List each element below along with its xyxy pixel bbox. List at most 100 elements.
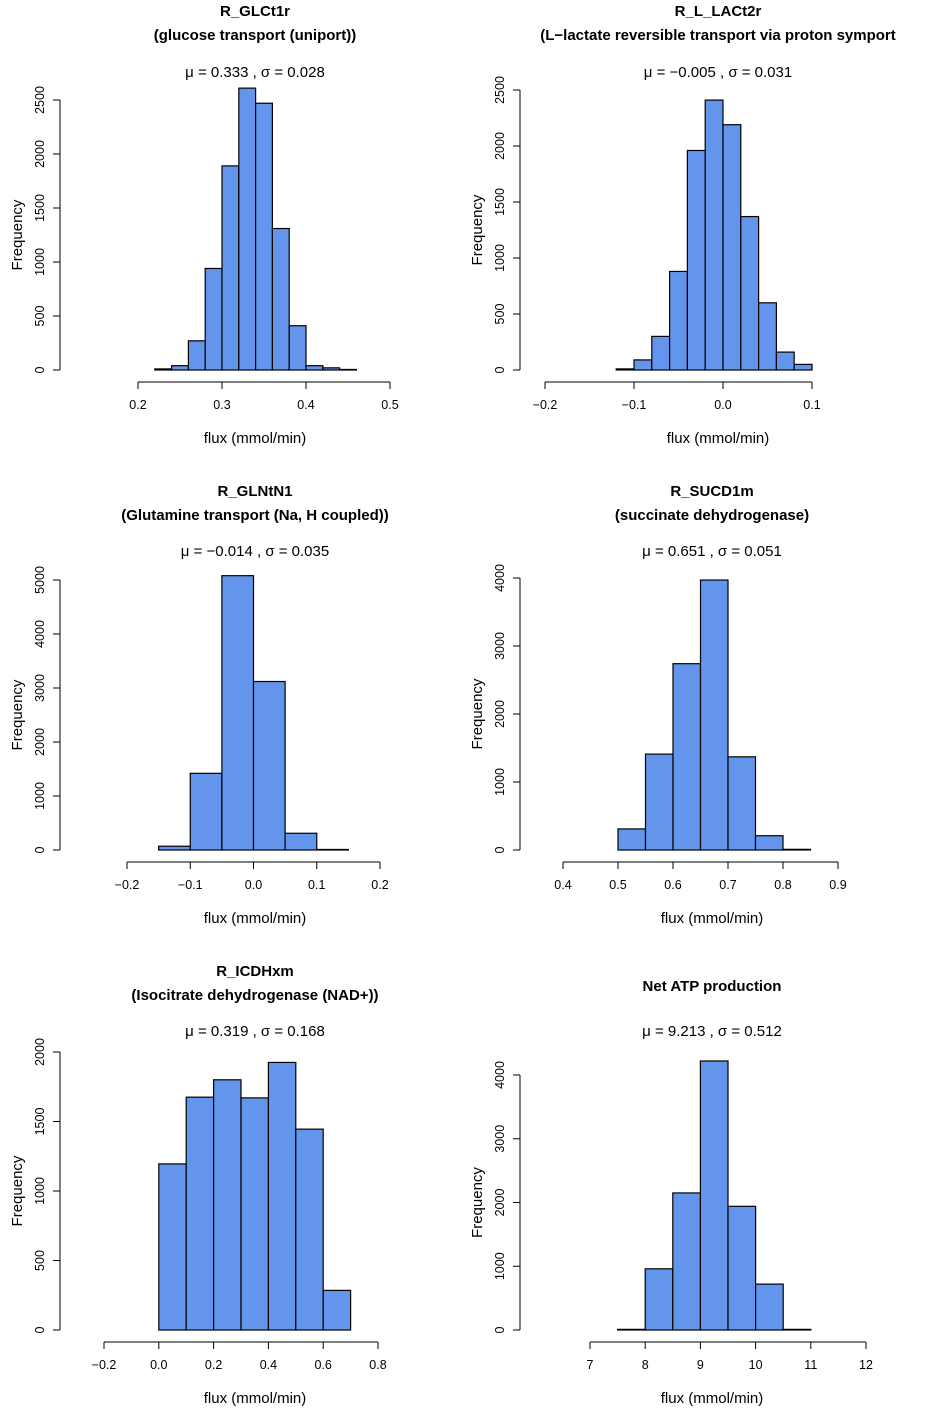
y-tick-label: 500	[33, 306, 47, 327]
x-tick-label: 11	[804, 1358, 817, 1372]
histogram-bar	[316, 848, 349, 851]
y-tick-label: 0	[493, 366, 507, 373]
y-tick-label: 1000	[33, 1177, 47, 1205]
x-tick-label: 0.3	[213, 398, 230, 412]
histogram-bar	[271, 227, 290, 371]
stats-label: μ = 0.319 , σ = 0.168	[185, 1023, 325, 1040]
histogram-bar	[757, 302, 777, 371]
histogram-bar	[322, 367, 341, 371]
x-tick-label: 0.6	[664, 878, 681, 892]
histogram-bar	[775, 351, 795, 371]
x-axis-label: flux (mmol/min)	[667, 430, 770, 447]
histogram-bar	[189, 772, 223, 851]
y-tick-label: 2000	[33, 1038, 47, 1066]
histogram-bar	[616, 1328, 646, 1331]
x-tick-label: −0.2	[115, 878, 140, 892]
histogram-bar	[187, 340, 206, 371]
histogram-bar	[185, 1096, 215, 1331]
y-tick-label: 3000	[33, 674, 47, 702]
histogram-bar	[704, 99, 724, 371]
chart-title: R_L_LACt2r	[675, 3, 762, 20]
x-tick-label: 0.2	[129, 398, 146, 412]
y-tick-label: 3000	[493, 632, 507, 660]
x-axis-label: flux (mmol/min)	[204, 430, 307, 447]
y-tick-label: 2000	[33, 728, 47, 756]
x-tick-label: −0.1	[178, 878, 203, 892]
histogram-bar	[672, 663, 702, 851]
y-tick-label: 3000	[493, 1125, 507, 1153]
chart-subtitle: (L−lactate reversible transport via prot…	[540, 27, 896, 44]
y-axis-label: Frequency	[9, 199, 26, 270]
histogram-panel-6: Net ATP production μ = 9.213 , σ = 0.512 7…	[469, 978, 873, 1407]
histogram-bar	[644, 753, 674, 851]
histogram-bar	[615, 368, 635, 371]
x-tick-label: −0.2	[92, 1358, 117, 1372]
x-tick-label: 0.1	[308, 878, 325, 892]
histogram-bar	[633, 359, 653, 371]
chart-title: R_GLNtN1	[217, 483, 292, 500]
y-tick-label: 4000	[493, 1061, 507, 1089]
histogram-bar	[793, 363, 813, 371]
chart-subtitle: (succinate dehydrogenase)	[615, 507, 809, 524]
x-tick-label: 0.0	[714, 398, 731, 412]
histogram-bar	[322, 1289, 352, 1331]
x-tick-label: 0.1	[803, 398, 820, 412]
histogram-bar	[754, 835, 784, 851]
x-tick-label: 0.0	[245, 878, 262, 892]
x-tick-label: −0.2	[533, 398, 558, 412]
x-tick-label: 12	[859, 1358, 873, 1372]
x-axis-label: flux (mmol/min)	[204, 1390, 307, 1407]
x-tick-label: 0.9	[829, 878, 846, 892]
y-tick-label: 0	[33, 846, 47, 853]
y-tick-label: 2000	[493, 700, 507, 728]
histogram-bar	[617, 828, 647, 851]
histogram-bar	[305, 365, 324, 371]
histogram-bar	[288, 325, 307, 371]
x-tick-label: 0.4	[260, 1358, 277, 1372]
histogram-bar	[171, 365, 190, 371]
x-tick-label: 0.4	[297, 398, 314, 412]
chart-title: R_ICDHxm	[216, 963, 294, 980]
histogram-bar	[754, 1283, 784, 1331]
chart-subtitle: (glucose transport (uniport))	[154, 27, 357, 44]
histogram-bar	[221, 575, 255, 851]
y-tick-label: 1000	[33, 782, 47, 810]
x-tick-label: 10	[749, 1358, 763, 1372]
y-axis-label: Frequency	[469, 1167, 486, 1238]
histogram-panel-5: R_ICDHxm (Isocitrate dehydrogenase (NAD+)…	[9, 963, 387, 1407]
y-tick-label: 1000	[493, 1252, 507, 1280]
y-tick-label: 500	[493, 304, 507, 325]
x-tick-label: 0.8	[774, 878, 791, 892]
x-tick-label: 7	[587, 1358, 594, 1372]
histogram-bar	[284, 832, 318, 851]
stats-label: μ = −0.005 , σ = 0.031	[644, 64, 792, 81]
x-axis-label: flux (mmol/min)	[661, 1390, 764, 1407]
chart-title: R_GLCt1r	[220, 3, 290, 20]
histogram-bar	[672, 1192, 701, 1331]
histogram-bar	[644, 1268, 674, 1331]
chart-title: R_SUCD1m	[670, 483, 753, 500]
y-axis-label: Frequency	[9, 679, 26, 750]
y-axis-label: Frequency	[469, 194, 486, 265]
histogram-panel-3: R_GLNtN1 (Glutamine transport (Na, H coup…	[9, 483, 389, 927]
stats-label: μ = −0.014 , σ = 0.035	[181, 543, 329, 560]
histogram-bar	[213, 1079, 242, 1331]
x-tick-label: 0.2	[371, 878, 388, 892]
x-tick-label: 9	[697, 1358, 704, 1372]
histogram-bar	[154, 368, 173, 371]
x-tick-label: 0.4	[554, 878, 571, 892]
x-tick-label: 0.2	[205, 1358, 222, 1372]
histogram-bar	[722, 124, 742, 371]
histogram-panel-2: R_L_LACt2r (L−lactate reversible transpor…	[469, 3, 896, 447]
histogram-bar	[158, 845, 191, 851]
y-tick-label: 0	[493, 846, 507, 853]
histogram-bar	[255, 102, 274, 371]
x-tick-label: 0.5	[609, 878, 626, 892]
y-tick-label: 1000	[33, 248, 47, 276]
y-axis-label: Frequency	[9, 1155, 26, 1226]
x-axis-label: flux (mmol/min)	[204, 910, 307, 927]
histogram-bar	[267, 1061, 297, 1331]
stats-label: μ = 9.213 , σ = 0.512	[642, 1023, 782, 1040]
histogram-bar	[339, 368, 358, 371]
